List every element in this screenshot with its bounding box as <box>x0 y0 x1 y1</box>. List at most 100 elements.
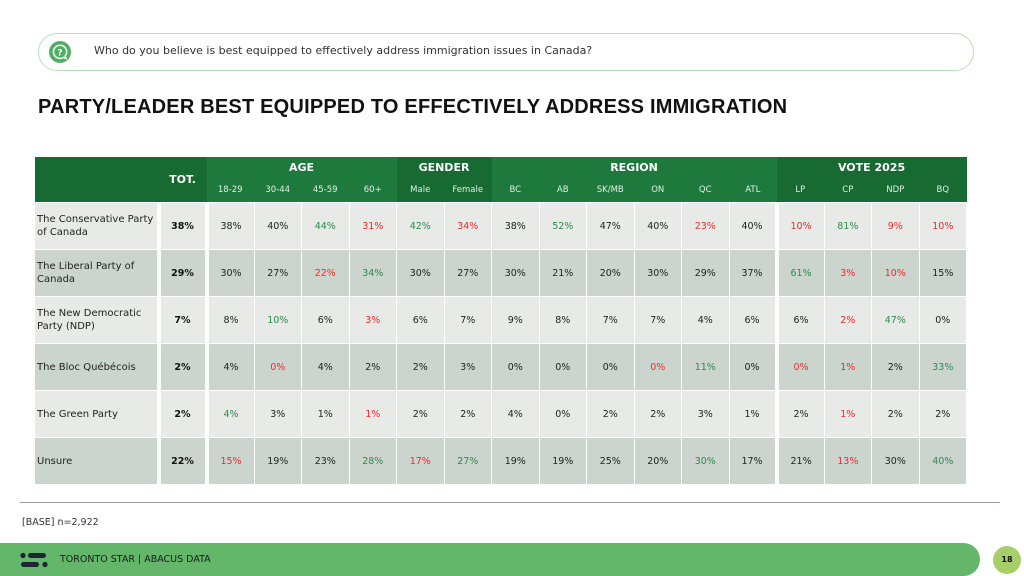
value-cell: 0% <box>918 296 968 344</box>
total-cell: 2% <box>156 390 209 438</box>
value-cell: 8% <box>206 296 255 344</box>
table-body: The Conservative Party of Canada 38% 38% 40… <box>34 202 968 485</box>
value-cell: 33% <box>918 343 968 391</box>
value-cell: 29% <box>681 249 730 297</box>
value-cell: 0% <box>538 390 587 438</box>
crosstab-table: TOT. AGE GENDER REGION VOTE 2025 18-29 3… <box>34 157 968 485</box>
value-cell: 1% <box>728 390 778 438</box>
value-cell: 42% <box>396 202 445 250</box>
value-cell: 0% <box>253 343 302 391</box>
value-cell: 9% <box>491 296 540 344</box>
value-cell: 40% <box>633 202 682 250</box>
value-cell: 23% <box>301 437 350 485</box>
value-cell: 38% <box>206 202 255 250</box>
value-cell: 6% <box>301 296 350 344</box>
value-cell: 15% <box>206 437 255 485</box>
value-cell: 13% <box>823 437 873 485</box>
value-cell: 4% <box>206 343 255 391</box>
table-row: The Bloc Québécois 2% 4% 0% 4% 2% 2% 3% 0% 0% 0% 0%… <box>34 343 968 391</box>
value-cell: 22% <box>301 249 350 297</box>
header-col: Male <box>396 177 444 203</box>
header-group-age: AGE <box>206 157 397 177</box>
value-cell: 1% <box>823 343 873 391</box>
value-cell: 3% <box>348 296 397 344</box>
value-cell: 7% <box>443 296 492 344</box>
value-cell: 52% <box>538 202 587 250</box>
value-cell: 9% <box>871 202 920 250</box>
value-cell: 34% <box>443 202 492 250</box>
row-label: The Bloc Québécois <box>34 343 159 391</box>
value-cell: 0% <box>538 343 587 391</box>
value-cell: 2% <box>823 296 873 344</box>
value-cell: 2% <box>871 343 920 391</box>
value-cell: 4% <box>491 390 540 438</box>
table-row: Unsure 22% 15% 19% 23% 28% 17% 27% 19% 19% 25% 20% 3… <box>34 437 968 485</box>
value-cell: 6% <box>728 296 778 344</box>
value-cell: 0% <box>774 343 825 391</box>
value-cell: 81% <box>823 202 873 250</box>
footer-text: TORONTO STAR | ABACUS DATA <box>60 554 211 565</box>
header-col: QC <box>681 177 729 203</box>
value-cell: 25% <box>586 437 635 485</box>
value-cell: 37% <box>728 249 778 297</box>
value-cell: 38% <box>491 202 540 250</box>
value-cell: 40% <box>728 202 778 250</box>
value-cell: 61% <box>774 249 825 297</box>
value-cell: 28% <box>348 437 397 485</box>
value-cell: 3% <box>253 390 302 438</box>
value-cell: 23% <box>681 202 730 250</box>
table-row: The Green Party 2% 4% 3% 1% 1% 2% 2% 4% 0% 2% 2% 3% 1… <box>34 390 968 438</box>
value-cell: 10% <box>871 249 920 297</box>
header-col: Female <box>444 177 492 203</box>
value-cell: 2% <box>633 390 682 438</box>
value-cell: 7% <box>586 296 635 344</box>
value-cell: 4% <box>301 343 350 391</box>
value-cell: 15% <box>918 249 968 297</box>
value-cell: 0% <box>586 343 635 391</box>
row-label: The Liberal Party of Canada <box>34 249 159 297</box>
value-cell: 19% <box>538 437 587 485</box>
value-cell: 20% <box>586 249 635 297</box>
value-cell: 20% <box>633 437 682 485</box>
value-cell: 30% <box>396 249 445 297</box>
value-cell: 6% <box>396 296 445 344</box>
value-cell: 10% <box>253 296 302 344</box>
value-cell: 2% <box>396 390 445 438</box>
value-cell: 21% <box>774 437 825 485</box>
table-row: The New Democratic Party (NDP) 7% 8% 10% 6% 3… <box>34 296 968 344</box>
value-cell: 10% <box>774 202 825 250</box>
value-cell: 30% <box>206 249 255 297</box>
header-col: 18-29 <box>206 177 254 203</box>
page-title: PARTY/LEADER BEST EQUIPPED TO EFFECTIVEL… <box>38 96 788 118</box>
value-cell: 8% <box>538 296 587 344</box>
abacus-logo-icon <box>20 552 50 568</box>
header-col: BQ <box>919 177 967 203</box>
value-cell: 1% <box>301 390 350 438</box>
value-cell: 34% <box>348 249 397 297</box>
header-group-vote: VOTE 2025 <box>776 157 967 177</box>
base-note: [BASE] n=2,922 <box>22 517 99 528</box>
value-cell: 30% <box>491 249 540 297</box>
value-cell: 2% <box>871 390 920 438</box>
header-col: 30-44 <box>254 177 302 203</box>
value-cell: 31% <box>348 202 397 250</box>
row-label: The Green Party <box>34 390 159 438</box>
value-cell: 21% <box>538 249 587 297</box>
value-cell: 1% <box>348 390 397 438</box>
value-cell: 6% <box>774 296 825 344</box>
value-cell: 19% <box>491 437 540 485</box>
total-cell: 2% <box>156 343 209 391</box>
value-cell: 0% <box>728 343 778 391</box>
value-cell: 11% <box>681 343 730 391</box>
value-cell: 27% <box>253 249 302 297</box>
value-cell: 44% <box>301 202 350 250</box>
header-col: 60+ <box>349 177 397 203</box>
value-cell: 40% <box>918 437 968 485</box>
header-col: SK/MB <box>586 177 634 203</box>
header-column-row: 18-29 30-44 45-59 60+ Male Female BC AB … <box>35 177 967 203</box>
value-cell: 10% <box>918 202 968 250</box>
total-cell: 38% <box>156 202 209 250</box>
value-cell: 40% <box>253 202 302 250</box>
value-cell: 3% <box>823 249 873 297</box>
value-cell: 30% <box>681 437 730 485</box>
